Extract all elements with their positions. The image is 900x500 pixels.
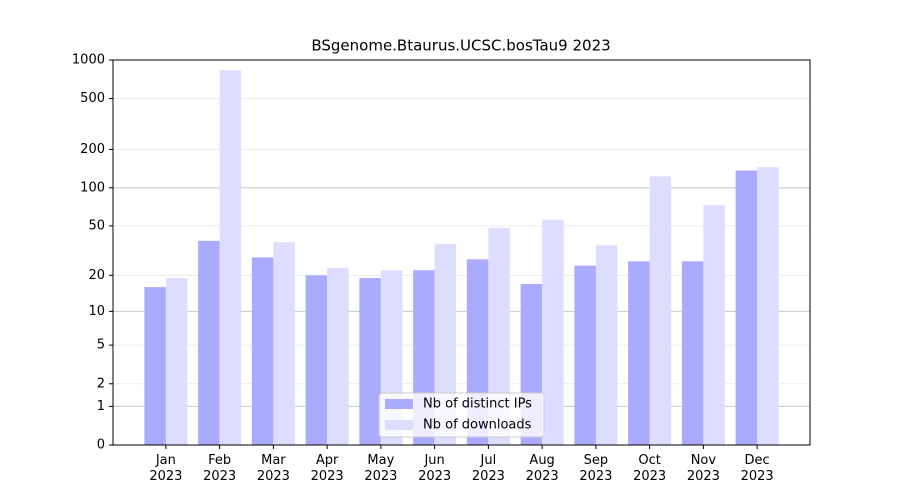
bar (595, 245, 618, 445)
legend-swatch (385, 399, 413, 409)
x-tick-label: Sep 2023 (579, 453, 613, 484)
x-tick-label: Apr 2023 (310, 453, 344, 484)
legend-label: Nb of distinct IPs (423, 397, 532, 412)
bar (144, 287, 166, 445)
bar (649, 176, 672, 445)
x-tick-label: Oct 2023 (633, 453, 667, 484)
x-tick-label: Feb 2023 (203, 453, 237, 484)
bar (542, 219, 564, 445)
legend-swatch (385, 420, 413, 430)
plot-frame (112, 59, 811, 446)
bar (757, 167, 779, 446)
chart-title: BSgenome.Btaurus.UCSC.bosTau9 2023 (311, 37, 610, 55)
legend: Nb of distinct IPs Nb of downloads (378, 392, 545, 438)
bar (219, 70, 242, 446)
x-tick-label: Jun 2023 (418, 453, 452, 484)
y-tick-label: 50 (88, 218, 105, 233)
bar (628, 261, 650, 445)
bar (359, 278, 381, 445)
bar (735, 170, 758, 445)
bar (703, 205, 725, 445)
x-tick-label: Jul 2023 (471, 453, 505, 484)
y-tick-label: 10 (88, 304, 105, 319)
y-tick-label: 1 (97, 399, 105, 414)
x-tick-label: Jan 2023 (149, 453, 183, 484)
legend-box (378, 392, 545, 438)
x-tick-label: Aug 2023 (525, 453, 559, 484)
x-tick-label: Nov 2023 (686, 453, 720, 484)
bar (305, 275, 328, 445)
bar (327, 267, 349, 445)
y-tick-label: 500 (80, 91, 105, 106)
x-tick-label: Dec 2023 (740, 453, 774, 484)
y-tick-label: 20 (88, 268, 105, 283)
x-tick-label: Mar 2023 (256, 453, 290, 484)
bar (198, 240, 220, 445)
bar (488, 228, 510, 445)
bar (165, 278, 188, 445)
x-tick-label: May 2023 (364, 453, 398, 484)
y-tick-label: 1000 (72, 53, 105, 68)
legend-label: Nb of downloads (423, 418, 532, 433)
y-tick-label: 2 (97, 376, 105, 391)
bar (681, 261, 704, 445)
y-tick-label: 5 (97, 338, 105, 353)
y-tick-label: 200 (80, 142, 105, 157)
y-tick-label: 0 (97, 438, 105, 453)
y-tick-label: 100 (80, 180, 105, 195)
bar (273, 242, 295, 445)
bar (251, 257, 274, 445)
bar (574, 265, 596, 445)
